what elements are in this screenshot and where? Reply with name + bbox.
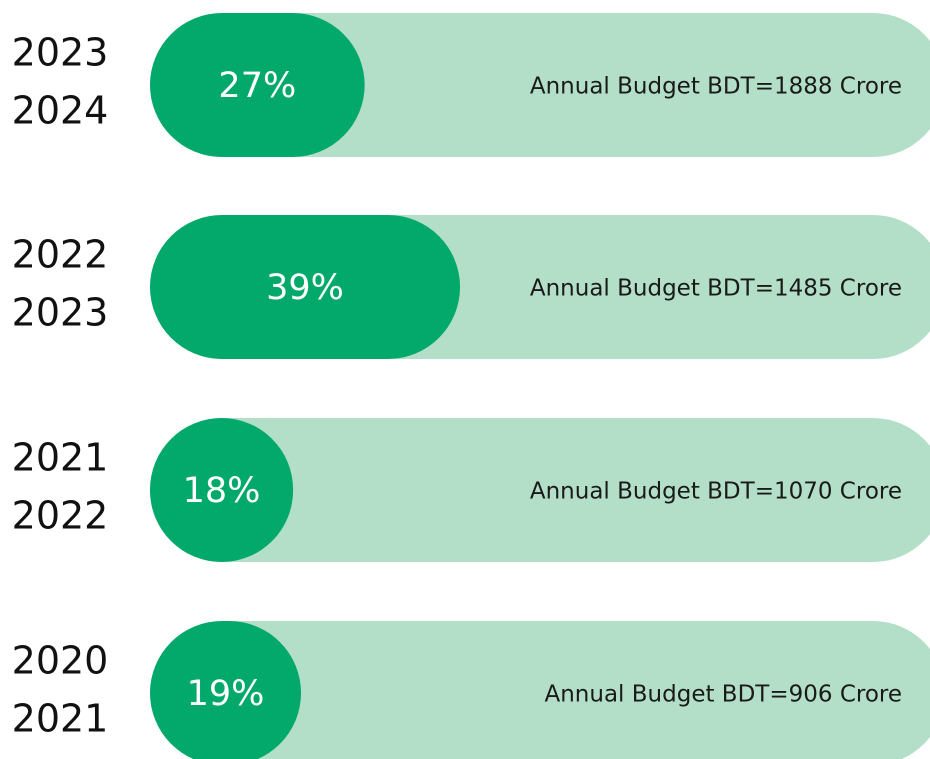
value-label: 18% [183,471,261,511]
year-label: 2020 [12,639,109,683]
year-label: 2022 [12,233,109,277]
year-label: 2021 [12,697,109,741]
year-label: 2023 [12,291,109,335]
value-label: 39% [266,268,344,308]
bar [150,418,294,562]
value-label: 19% [187,674,265,714]
bar [150,215,461,359]
value-label: 27% [218,66,296,106]
track [150,418,930,562]
year-label: 2024 [12,89,109,133]
bar [150,13,365,157]
budget-label: Annual Budget BDT=1070 Crore [530,479,902,505]
budget-label: Annual Budget BDT=906 Crore [545,682,903,708]
budget-label: Annual Budget BDT=1888 Crore [530,74,902,100]
track [150,621,930,759]
year-label: 2021 [12,436,109,480]
year-label: 2023 [12,31,109,75]
year-label: 2022 [12,494,109,538]
bar [150,621,302,759]
budget-label: Annual Budget BDT=1485 Crore [530,276,902,302]
